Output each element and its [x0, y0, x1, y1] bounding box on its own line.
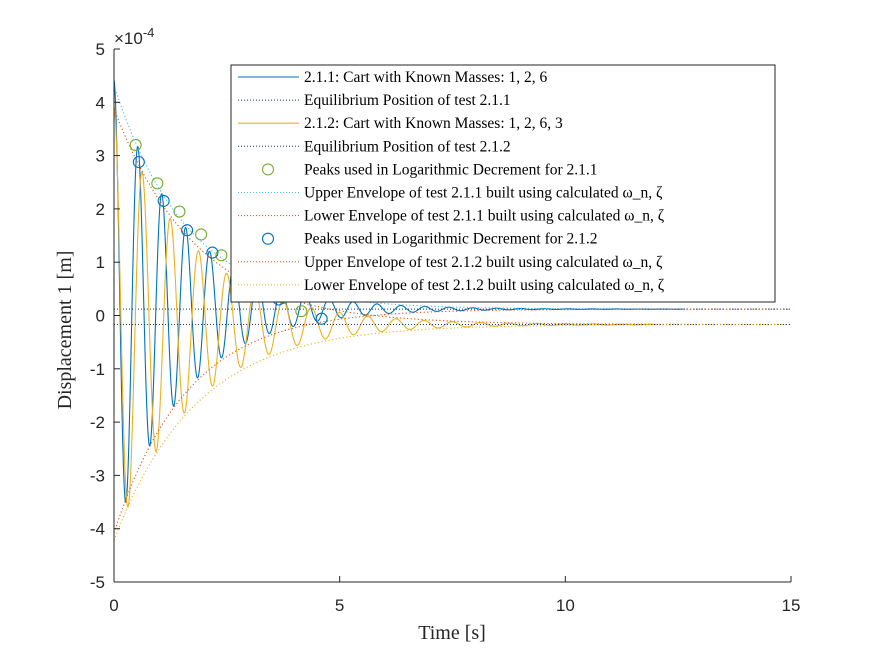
legend-label-8: Peaks used in Logarithmic Decrement for … — [304, 231, 598, 248]
legend-swatch-5 — [261, 163, 275, 176]
series-line-1 — [113, 79, 683, 503]
x-tick-label: 0 — [109, 596, 118, 615]
peak-marker-5-9 — [295, 305, 308, 318]
y-tick-label: 3 — [96, 147, 105, 166]
peak-marker-8-3 — [181, 224, 194, 237]
y-tick-label: 2 — [96, 200, 105, 219]
peak-marker-5-4 — [195, 228, 208, 241]
envelope-line-7 — [113, 308, 789, 534]
y-tick-label: -3 — [90, 466, 105, 485]
legend-label-10: Lower Envelope of test 2.1.2 built using… — [304, 277, 665, 294]
x-tick-label: 15 — [782, 596, 801, 615]
y-exponent-label: ×10-4 — [114, 25, 154, 48]
peak-marker-8-8 — [315, 312, 328, 325]
y-tick-label: 5 — [96, 40, 105, 59]
y-tick-label: 0 — [96, 307, 105, 326]
legend-swatch-8 — [261, 232, 275, 245]
x-tick-label: 5 — [335, 596, 344, 615]
y-tick-label: -2 — [90, 413, 105, 432]
legend: 2.1.1: Cart with Known Masses: 1, 2, 6 Eq… — [230, 64, 776, 303]
legend-label-2: Equilibrium Position of test 2.1.1 — [304, 92, 511, 109]
y-tick-label: -4 — [90, 520, 105, 539]
y-tick-label: -1 — [90, 360, 105, 379]
x-tick-label: 10 — [556, 596, 575, 615]
legend-label-3: 2.1.2: Cart with Known Masses: 1, 2, 6, … — [304, 115, 563, 132]
peak-marker-5-1 — [129, 138, 142, 151]
peak-marker-8-4 — [206, 246, 219, 259]
axes: 0 5 10 15 -5 -4 -3 -2 -1 0 1 2 3 4 5 — [90, 40, 801, 615]
y-tick-label: -5 — [90, 573, 105, 592]
y-tick-label: 1 — [96, 253, 105, 272]
legend-label-7: Lower Envelope of test 2.1.1 built using… — [304, 208, 665, 225]
y-axis-label: Displacement 1 [m] — [54, 251, 76, 410]
peak-marker-5-5 — [215, 249, 228, 262]
legend-label-1: 2.1.1: Cart with Known Masses: 1, 2, 6 — [304, 69, 548, 86]
legend-label-5: Peaks used in Logarithmic Decrement for … — [304, 161, 598, 178]
x-axis-label: Time [s] — [418, 622, 486, 644]
peak-marker-8-1 — [132, 155, 145, 169]
y-tick-label: 4 — [96, 93, 105, 112]
peak-marker-5-2 — [151, 177, 164, 190]
legend-label-9: Upper Envelope of test 2.1.2 built using… — [304, 254, 663, 271]
legend-label-4: Equilibrium Position of test 2.1.2 — [304, 138, 511, 155]
peak-marker-8-2 — [157, 194, 170, 207]
peak-marker-5-3 — [173, 205, 186, 218]
legend-box — [230, 64, 776, 303]
legend-label-6: Upper Envelope of test 2.1.1 built using… — [304, 185, 663, 202]
